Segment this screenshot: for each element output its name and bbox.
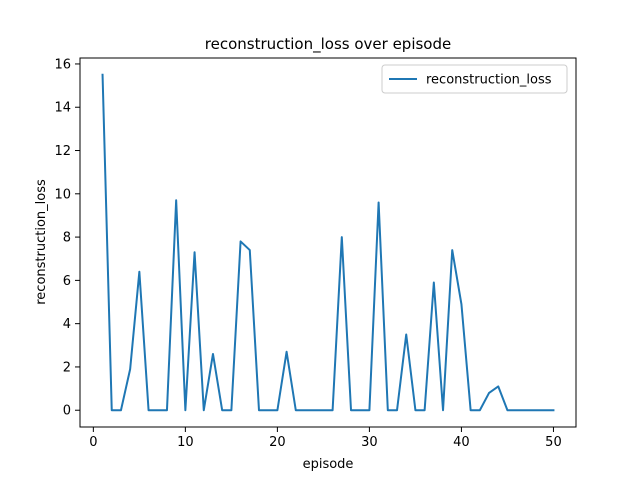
- y-axis-label: reconstruction_loss: [34, 179, 49, 305]
- y-tick-label: 6: [63, 274, 71, 289]
- y-tick-label: 12: [54, 144, 71, 159]
- x-tick-label: 50: [545, 435, 562, 450]
- y-tick-label: 0: [63, 404, 71, 419]
- plot-area: [79, 57, 577, 428]
- chart-title: reconstruction_loss over episode: [205, 35, 451, 54]
- x-tick-label: 10: [177, 435, 194, 450]
- legend-box: [381, 64, 568, 94]
- y-tick-label: 14: [54, 101, 71, 116]
- y-tick-label: 10: [54, 187, 71, 202]
- y-tick-label: 4: [63, 317, 71, 332]
- y-tick-label: 2: [63, 360, 71, 375]
- y-tick-label: 16: [54, 57, 71, 72]
- legend: reconstruction_loss: [381, 64, 568, 94]
- x-tick-label: 20: [269, 435, 286, 450]
- x-tick-label: 40: [453, 435, 470, 450]
- legend-label: reconstruction_loss: [426, 73, 552, 88]
- axis-ticks: 0 10 20 30 40 50 0 2 4 6 8 10 12 14 16: [54, 57, 561, 450]
- series-line-0: [101, 73, 555, 412]
- x-tick-label: 0: [89, 435, 97, 450]
- y-tick-label: 8: [63, 231, 71, 246]
- x-axis-label: episode: [303, 457, 354, 472]
- axes-frame: [79, 57, 577, 428]
- x-tick-label: 30: [361, 435, 378, 450]
